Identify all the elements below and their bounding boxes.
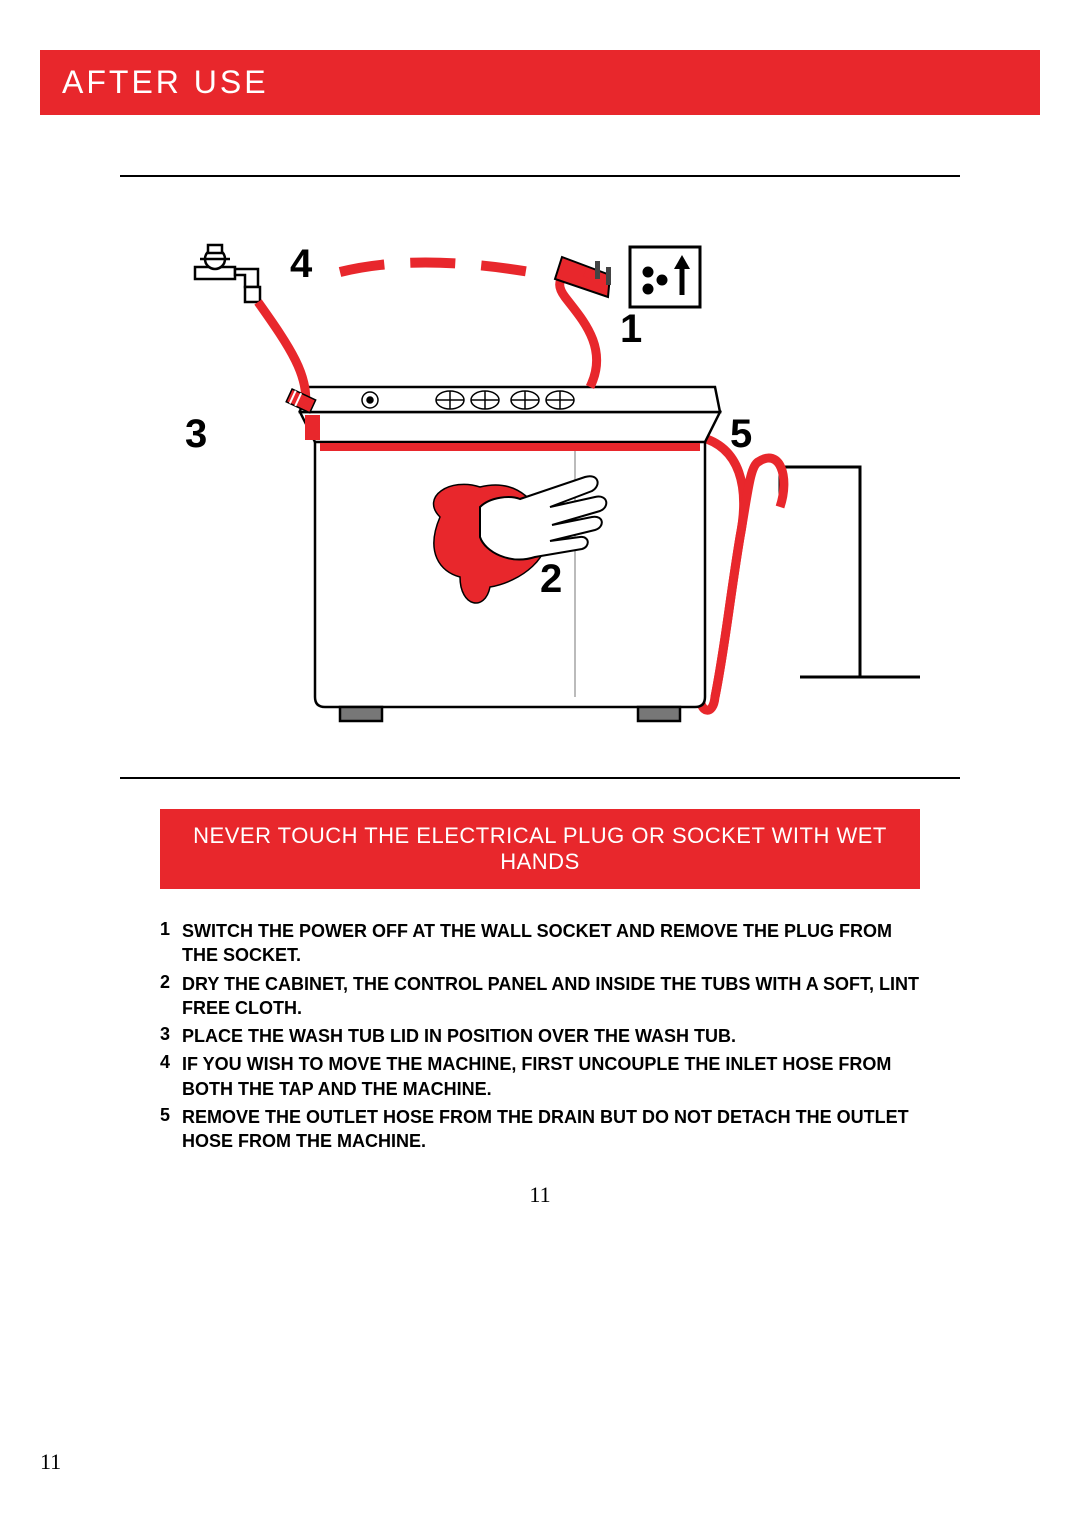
instruction-number: 5 [160,1105,182,1126]
divider-top [120,175,960,177]
instruction-number: 3 [160,1024,182,1045]
instruction-item: 2 DRY THE CABINET, THE CONTROL PANEL AND… [160,972,920,1021]
instruction-text: SWITCH THE POWER OFF AT THE WALL SOCKET … [182,919,920,968]
diagram-svg [140,217,940,757]
instruction-item: 4 IF YOU WISH TO MOVE THE MACHINE, FIRST… [160,1052,920,1101]
instruction-text: PLACE THE WASH TUB LID IN POSITION OVER … [182,1024,736,1048]
callout-1: 1 [620,307,642,352]
page-number-bottom: 11 [40,1449,61,1475]
instruction-list: 1 SWITCH THE POWER OFF AT THE WALL SOCKE… [160,919,920,1154]
page-number-center: 11 [40,1182,1040,1208]
instruction-number: 1 [160,919,182,940]
instruction-number: 4 [160,1052,182,1073]
callout-2: 2 [540,557,562,602]
callout-5: 5 [730,412,752,457]
warning-banner: NEVER TOUCH THE ELECTRICAL PLUG OR SOCKE… [160,809,920,889]
instruction-item: 5 REMOVE THE OUTLET HOSE FROM THE DRAIN … [160,1105,920,1154]
divider-bottom [120,777,960,779]
callout-3: 3 [185,412,207,457]
instruction-number: 2 [160,972,182,993]
instruction-item: 3 PLACE THE WASH TUB LID IN POSITION OVE… [160,1024,920,1048]
instruction-item: 1 SWITCH THE POWER OFF AT THE WALL SOCKE… [160,919,920,968]
callout-4: 4 [290,242,312,287]
instruction-text: REMOVE THE OUTLET HOSE FROM THE DRAIN BU… [182,1105,920,1154]
section-title: AFTER USE [40,50,1040,115]
instruction-text: IF YOU WISH TO MOVE THE MACHINE, FIRST U… [182,1052,920,1101]
instruction-text: DRY THE CABINET, THE CONTROL PANEL AND I… [182,972,920,1021]
after-use-diagram: 4 1 3 5 2 [140,217,940,757]
